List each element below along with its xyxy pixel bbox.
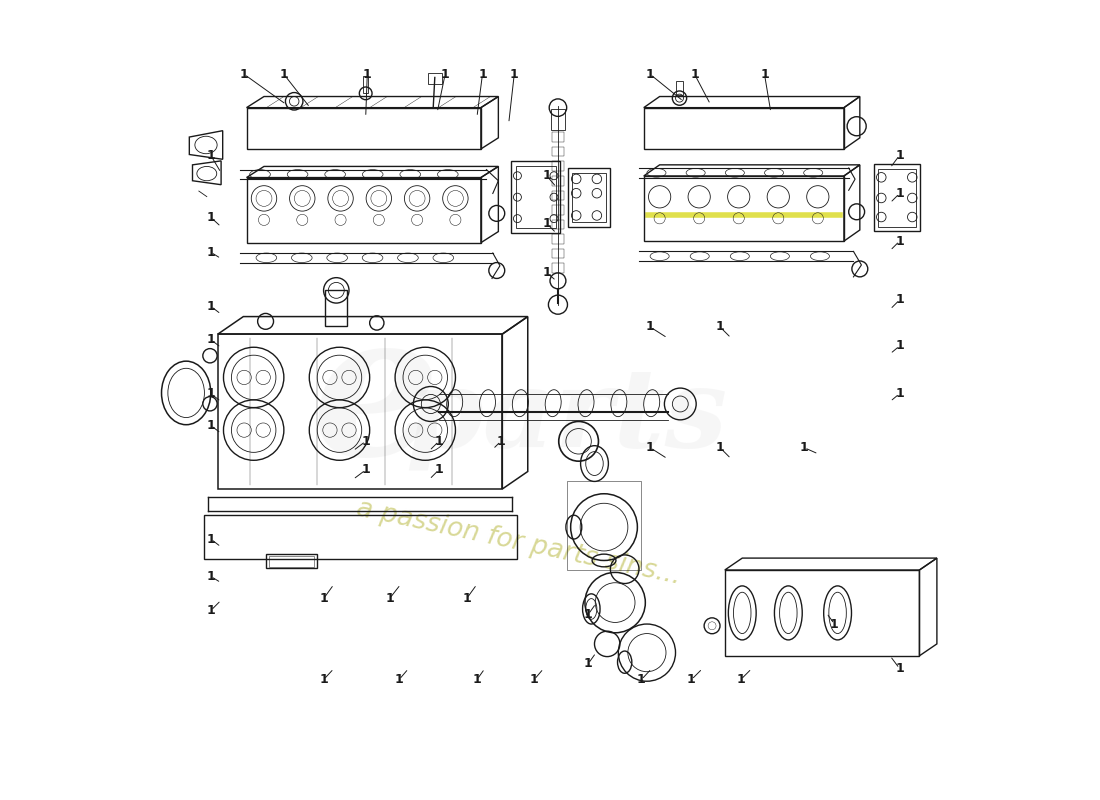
Text: 1: 1 [207,533,216,546]
Bar [204,515,517,559]
Text: 1: 1 [716,321,725,334]
Text: 1: 1 [646,321,654,334]
Bar [551,147,564,156]
Text: 1: 1 [690,68,698,81]
Text: 1: 1 [736,673,745,686]
Text: 1: 1 [542,217,551,230]
Text: 1: 1 [207,387,216,400]
Bar [268,556,315,567]
Text: 1: 1 [207,604,216,617]
Text: 1: 1 [319,592,328,605]
Text: 1: 1 [895,294,904,306]
Bar [512,162,560,233]
Bar [218,334,503,489]
Bar [428,73,442,84]
Text: 1: 1 [530,673,539,686]
Bar [644,108,844,149]
Text: 1: 1 [637,673,646,686]
Text: 1: 1 [207,419,216,432]
Text: 1: 1 [496,435,505,448]
Text: 1: 1 [760,68,769,81]
Text: 1: 1 [207,246,216,258]
Text: 1: 1 [646,441,654,454]
Text: 1: 1 [207,333,216,346]
Text: parts: parts [405,362,727,470]
Text: 1: 1 [716,441,725,454]
Text: 1: 1 [895,187,904,200]
Bar [572,173,606,222]
Bar [725,570,920,656]
Text: a passion for parts sins...: a passion for parts sins... [353,496,683,590]
Bar [568,481,640,570]
Text: 1: 1 [207,300,216,313]
Bar [569,168,609,226]
Text: 1: 1 [462,592,471,605]
Text: 1: 1 [279,68,288,81]
Bar [516,166,556,228]
Bar [644,176,844,241]
Text: 1: 1 [688,673,696,686]
Bar [551,162,564,171]
Text: 1: 1 [584,608,593,621]
Bar [265,554,317,569]
Bar [246,108,481,149]
Bar [551,132,564,142]
Text: 1: 1 [319,673,328,686]
Bar [326,290,348,326]
Text: 1: 1 [434,463,443,477]
Text: 1: 1 [240,68,249,81]
Bar [551,190,564,200]
Bar [874,164,921,231]
Bar [878,169,916,226]
Text: 1: 1 [646,68,654,81]
Text: 1: 1 [895,234,904,248]
Text: 1: 1 [830,618,839,630]
Bar [551,263,564,273]
Text: 1: 1 [895,149,904,162]
Text: 1: 1 [207,210,216,224]
Bar [675,81,683,95]
Text: 1: 1 [363,68,372,81]
Text: 1: 1 [385,592,394,605]
Text: 1: 1 [542,266,551,279]
Text: 1: 1 [478,68,487,81]
Text: 1: 1 [361,463,370,477]
Text: e: e [311,303,439,497]
Bar [551,249,564,258]
Text: 1: 1 [895,387,904,400]
Text: 1: 1 [510,68,518,81]
Text: 1: 1 [895,662,904,675]
Bar [551,176,564,186]
Text: 1: 1 [207,149,216,162]
Bar [551,205,564,214]
Text: 1: 1 [895,339,904,353]
Bar [551,234,564,244]
Bar [246,178,481,242]
Text: 1: 1 [584,658,593,670]
Text: 1: 1 [395,673,404,686]
Bar [363,76,368,94]
Text: 1: 1 [441,68,450,81]
Bar [551,220,564,229]
Text: 1: 1 [542,170,551,182]
Text: 1: 1 [361,435,370,448]
Bar [551,110,565,130]
Text: 1: 1 [207,570,216,583]
Text: 1: 1 [473,673,482,686]
Text: 1: 1 [800,441,808,454]
Text: 1: 1 [434,435,443,448]
